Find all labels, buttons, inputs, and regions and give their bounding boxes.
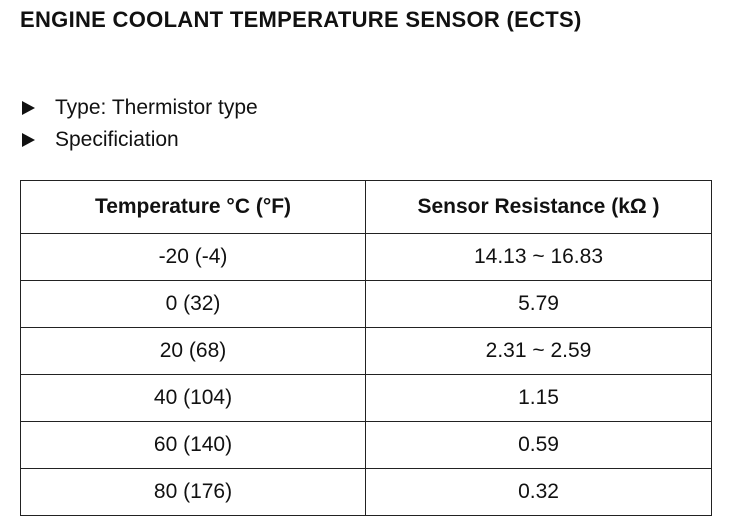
table-cell: 0.32: [365, 468, 712, 516]
column-header: Sensor Resistance (kΩ ): [365, 180, 712, 234]
table-cell: 0 (32): [20, 280, 366, 328]
table-cell: 20 (68): [20, 327, 366, 375]
table-cell: 14.13 ~ 16.83: [365, 233, 712, 281]
table-cell: -20 (-4): [20, 233, 366, 281]
table-row: 80 (176) 0.32: [20, 468, 712, 516]
table-body: -20 (-4) 14.13 ~ 16.83 0 (32) 5.79 20 (68) 2.…: [20, 233, 712, 516]
table-cell: 60 (140): [20, 421, 366, 469]
header-row: Temperature °C (°F) Sensor Resistance (k…: [20, 180, 712, 234]
bullet-list: Type: Thermistor type Specificiation: [22, 92, 258, 156]
table-row: 0 (32) 5.79: [20, 280, 712, 328]
table-cell: 80 (176): [20, 468, 366, 516]
table-head: Temperature °C (°F) Sensor Resistance (k…: [20, 180, 712, 234]
spec-table: Temperature °C (°F) Sensor Resistance (k…: [20, 180, 712, 516]
table-cell: 1.15: [365, 374, 712, 422]
table-cell: 40 (104): [20, 374, 366, 422]
table-row: -20 (-4) 14.13 ~ 16.83: [20, 233, 712, 281]
bullet: Specificiation: [22, 124, 258, 156]
column-header: Temperature °C (°F): [20, 180, 366, 234]
title: ENGINE COOLANT TEMPERATURE SENSOR (ECTS): [20, 7, 582, 32]
bullet: Type: Thermistor type: [22, 92, 258, 124]
table-cell: 5.79: [365, 280, 712, 328]
table-row: 60 (140) 0.59: [20, 421, 712, 469]
table-row: 40 (104) 1.15: [20, 374, 712, 422]
table-cell: 0.59: [365, 421, 712, 469]
table-cell: 2.31 ~ 2.59: [365, 327, 712, 375]
table-row: 20 (68) 2.31 ~ 2.59: [20, 327, 712, 375]
